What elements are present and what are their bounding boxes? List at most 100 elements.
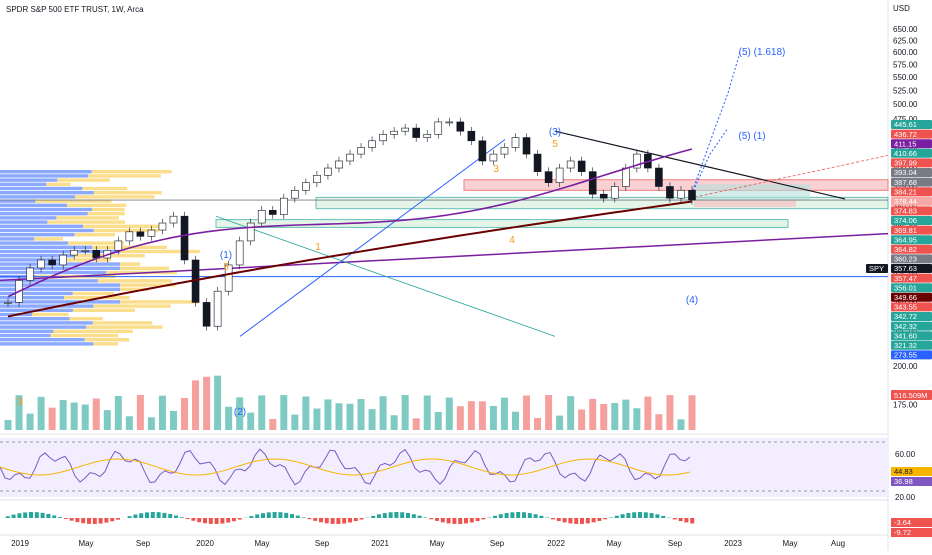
wave-label: (4)	[686, 295, 698, 306]
macd-bar	[261, 513, 265, 518]
price-tag-label: 341.60	[894, 331, 917, 340]
macd-bar	[58, 517, 62, 518]
volume-bar	[60, 400, 67, 430]
wave-label: 3	[17, 397, 23, 408]
candle	[611, 186, 618, 198]
volume-profile-bar	[73, 309, 135, 312]
volume-bar	[159, 396, 166, 430]
candle	[622, 168, 629, 186]
candle	[567, 161, 574, 168]
macd-value: -3.64	[894, 518, 911, 527]
macd-bar	[481, 518, 485, 519]
macd-bar	[133, 515, 137, 518]
volume-bar	[5, 420, 12, 430]
price-tag-label: 349.66	[894, 293, 917, 302]
macd-bar	[632, 512, 636, 518]
price-tag-label: 387.68	[894, 178, 917, 187]
volume-profile-bar	[0, 233, 74, 236]
macd-bar	[139, 513, 143, 518]
y-tick-label: 625.00	[893, 36, 918, 45]
price-tag-label: 321.32	[894, 341, 917, 350]
macd-bar	[215, 518, 219, 524]
volume-profile-bar	[73, 292, 114, 295]
macd-bar	[110, 518, 114, 521]
volume-bar	[689, 395, 696, 430]
candle	[468, 131, 475, 141]
volume-profile-bar	[120, 262, 140, 265]
price-tag-label: 342.72	[894, 312, 917, 321]
macd-bar	[307, 518, 311, 519]
macd-bar	[162, 513, 166, 518]
candle	[501, 147, 508, 154]
macd-bar	[394, 512, 398, 518]
volume-bar	[446, 398, 453, 430]
price-tag-label: 369.81	[894, 226, 917, 235]
volume-bar	[291, 415, 298, 430]
macd-bar	[528, 513, 532, 518]
macd-bar	[429, 518, 433, 519]
wave-label: (5) (1.618)	[739, 47, 786, 58]
volume-tag-label: 516.509M	[894, 391, 927, 400]
macd-bar	[17, 513, 21, 518]
macd-bar	[383, 513, 387, 518]
candle	[589, 172, 596, 195]
macd-bar	[319, 518, 323, 522]
macd-value: -9.72	[894, 528, 911, 537]
price-tag-label: 360.23	[894, 255, 917, 264]
price-tag-label: 393.04	[894, 168, 917, 177]
macd-bar	[238, 518, 242, 520]
x-tick-label: 2021	[371, 539, 389, 548]
volume-profile-bar	[88, 174, 161, 177]
rsi-band	[0, 438, 888, 497]
price-tag-label: 364.82	[894, 245, 917, 254]
candle	[335, 161, 342, 168]
macd-bar	[400, 512, 404, 518]
candle	[280, 198, 287, 214]
y-tick-label: 575.00	[893, 60, 918, 69]
macd-bar	[389, 512, 393, 518]
volume-bar	[457, 406, 464, 430]
macd-bar	[296, 516, 300, 518]
macd-bar	[615, 516, 619, 518]
volume-profile-bar	[82, 187, 127, 190]
candle	[236, 241, 243, 265]
macd-bar	[145, 512, 149, 518]
macd-bar	[284, 513, 288, 518]
candle	[313, 175, 320, 182]
volume-profile-bar	[88, 212, 125, 215]
volume-profile-bar	[0, 187, 82, 190]
candle	[523, 138, 530, 155]
volume-profile-bar	[94, 191, 162, 194]
volume-profile-bar	[0, 334, 50, 337]
price-tag-label: 378.44	[894, 197, 917, 206]
volume-profile-bar	[0, 229, 94, 232]
wave-label: 1	[315, 242, 321, 253]
volume-bar	[335, 403, 342, 430]
volume-profile-bar	[0, 325, 86, 328]
volume-bar	[578, 409, 585, 430]
volume-profile-bar	[0, 330, 53, 333]
y-tick-label: 600.00	[893, 48, 918, 57]
macd-bar	[557, 518, 561, 521]
candle	[545, 172, 552, 183]
candle	[49, 260, 56, 265]
macd-bar	[116, 518, 120, 520]
volume-bar	[677, 419, 684, 430]
volume-bar	[214, 376, 221, 430]
volume-profile-bar	[0, 220, 47, 223]
macd-bar	[441, 518, 445, 522]
macd-bar	[12, 515, 16, 518]
macd-bar	[99, 518, 103, 524]
candle	[490, 154, 497, 161]
volume-profile-bar	[0, 225, 83, 228]
volume-bar	[369, 409, 376, 430]
volume-profile-bar	[85, 338, 129, 341]
macd-bar	[104, 518, 108, 523]
price-tag-label: 410.66	[894, 149, 917, 158]
volume-bar	[380, 396, 387, 430]
x-tick-label: 2019	[11, 539, 29, 548]
y-axis-unit: USD	[893, 4, 910, 13]
volume-profile-bar	[0, 246, 92, 249]
